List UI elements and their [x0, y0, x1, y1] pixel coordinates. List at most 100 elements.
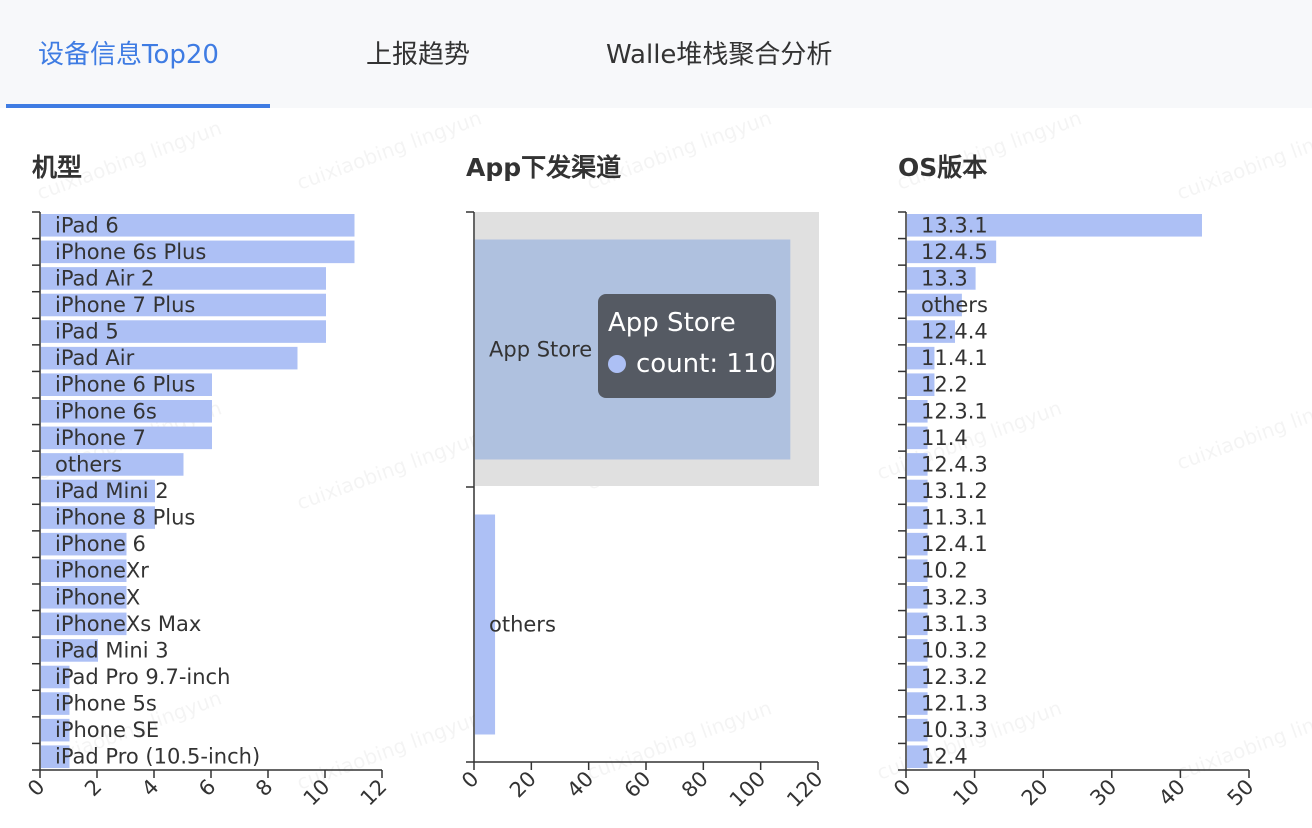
- tooltip-value: 110: [726, 349, 777, 379]
- active-tab-indicator: [6, 104, 270, 108]
- bar: [41, 214, 355, 237]
- category-label: 11.4.1: [921, 346, 988, 370]
- model-chart-title: 机型: [32, 153, 83, 182]
- bar: [907, 479, 928, 503]
- bar: [41, 586, 127, 609]
- bar: [907, 240, 997, 264]
- category-label: iPad Mini 3: [55, 638, 169, 662]
- category-label: 12.3.1: [921, 399, 988, 423]
- category-label: 13.2.3: [921, 585, 988, 609]
- category-label: iPad 5: [55, 320, 119, 344]
- category-label: iPad Mini 2: [55, 479, 169, 503]
- x-tick-label: 0: [23, 775, 49, 801]
- category-label: 13.3.1: [921, 213, 988, 237]
- category-label: 12.4: [921, 745, 968, 769]
- x-tick-label: 4: [137, 775, 163, 801]
- tab-device-info-top20[interactable]: 设备信息Top20: [38, 40, 219, 70]
- bar: [907, 426, 928, 450]
- bar: [41, 453, 184, 476]
- category-label: others: [489, 613, 556, 637]
- category-label: iPhone 6s Plus: [55, 240, 206, 264]
- bar: [41, 267, 326, 290]
- bar: [907, 214, 1202, 237]
- category-label: iPhone 6 Plus: [55, 373, 195, 397]
- x-tick-label: 80: [677, 767, 713, 803]
- category-label: 12.2: [921, 373, 968, 397]
- bar: [41, 373, 212, 396]
- category-label: iPhone 6: [55, 532, 146, 556]
- category-label: 12.4.1: [921, 532, 988, 556]
- category-label: iPad Air: [55, 346, 135, 370]
- bar: [41, 426, 212, 450]
- category-label: iPhone 8 Plus: [55, 506, 195, 530]
- bar: [907, 612, 928, 636]
- bar: [907, 559, 928, 582]
- category-label: iPhone 6s: [55, 399, 157, 423]
- category-label: others: [921, 293, 988, 317]
- bar: [907, 665, 928, 689]
- x-tick-label: 30: [1085, 775, 1121, 811]
- category-label: iPad 6: [55, 213, 119, 237]
- category-label: iPad Air 2: [55, 266, 154, 290]
- bar: [475, 514, 496, 735]
- category-label: 13.1.3: [921, 612, 988, 636]
- category-label: iPad Pro (10.5-inch): [55, 745, 260, 769]
- category-label: App Store: [489, 338, 592, 362]
- tab-bar: 设备信息Top20 上报趋势 Walle堆栈聚合分析: [0, 0, 1312, 108]
- bar: [41, 718, 70, 742]
- tooltip-row: count: 110: [608, 344, 776, 384]
- x-tick-label: 20: [505, 767, 541, 803]
- bar: [41, 559, 127, 582]
- category-label: others: [55, 452, 122, 476]
- bar: [41, 400, 212, 423]
- category-label: 12.4.5: [921, 240, 988, 264]
- x-tick-label: 12: [356, 775, 392, 811]
- category-label: 11.3.1: [921, 506, 988, 530]
- bar: [41, 532, 127, 556]
- bar: [41, 320, 326, 343]
- bar: [907, 320, 956, 343]
- watermark-text: cuixiaobing lingyun: [894, 106, 1085, 195]
- bar: [41, 639, 98, 662]
- category-label: iPhoneXs Max: [55, 612, 201, 636]
- bar: [41, 479, 155, 503]
- category-label: iPhone 7: [55, 426, 146, 450]
- bar: [907, 586, 928, 609]
- watermark-text: cuixiaobing lingyun: [1174, 116, 1312, 205]
- bar: [907, 532, 928, 556]
- category-label: 12.1.3: [921, 692, 988, 716]
- category-label: iPhone 7 Plus: [55, 293, 195, 317]
- bar: [41, 745, 70, 768]
- bar: [907, 373, 935, 396]
- bar: [907, 745, 928, 768]
- tab-report-trend[interactable]: 上报趋势: [366, 40, 471, 70]
- category-label: 10.3.3: [921, 718, 988, 742]
- chart-tooltip: App Store count: 110: [598, 294, 776, 398]
- tab-walle-stack-analysis[interactable]: Walle堆栈聚合分析: [606, 40, 833, 70]
- bar: [907, 453, 928, 476]
- bar: [41, 612, 127, 636]
- watermark-text: cuixiaobing lingyun: [34, 116, 225, 205]
- bar: [907, 400, 928, 423]
- category-label: iPhoneXr: [55, 559, 149, 583]
- x-tick-label: 120: [782, 767, 827, 812]
- tooltip-title: App Store: [608, 308, 736, 338]
- tooltip-sep: :: [709, 349, 727, 379]
- x-tick-label: 6: [194, 775, 220, 801]
- x-tick-label: 2: [80, 775, 106, 801]
- bar: [907, 718, 928, 742]
- category-label: 13.1.2: [921, 479, 988, 503]
- x-tick-label: 50: [1223, 775, 1259, 811]
- watermark-text: cuixiaobing lingyun: [1174, 386, 1312, 475]
- bar: [41, 506, 155, 529]
- bar: [41, 240, 355, 264]
- x-tick-label: 20: [1017, 775, 1053, 811]
- category-label: 12.4.3: [921, 452, 988, 476]
- category-label: iPhone SE: [55, 718, 159, 742]
- category-label: iPad Pro 9.7-inch: [55, 665, 230, 689]
- watermark-text: cuixiaobing lingyun: [1174, 696, 1312, 785]
- watermark-text: cuixiaobing lingyun: [584, 106, 775, 195]
- os-chart-title: OS版本: [898, 153, 988, 182]
- watermark-text: cuixiaobing lingyun: [294, 426, 485, 515]
